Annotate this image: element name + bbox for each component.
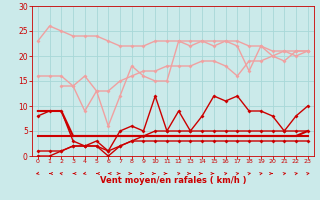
X-axis label: Vent moyen/en rafales ( km/h ): Vent moyen/en rafales ( km/h ) <box>100 176 246 185</box>
